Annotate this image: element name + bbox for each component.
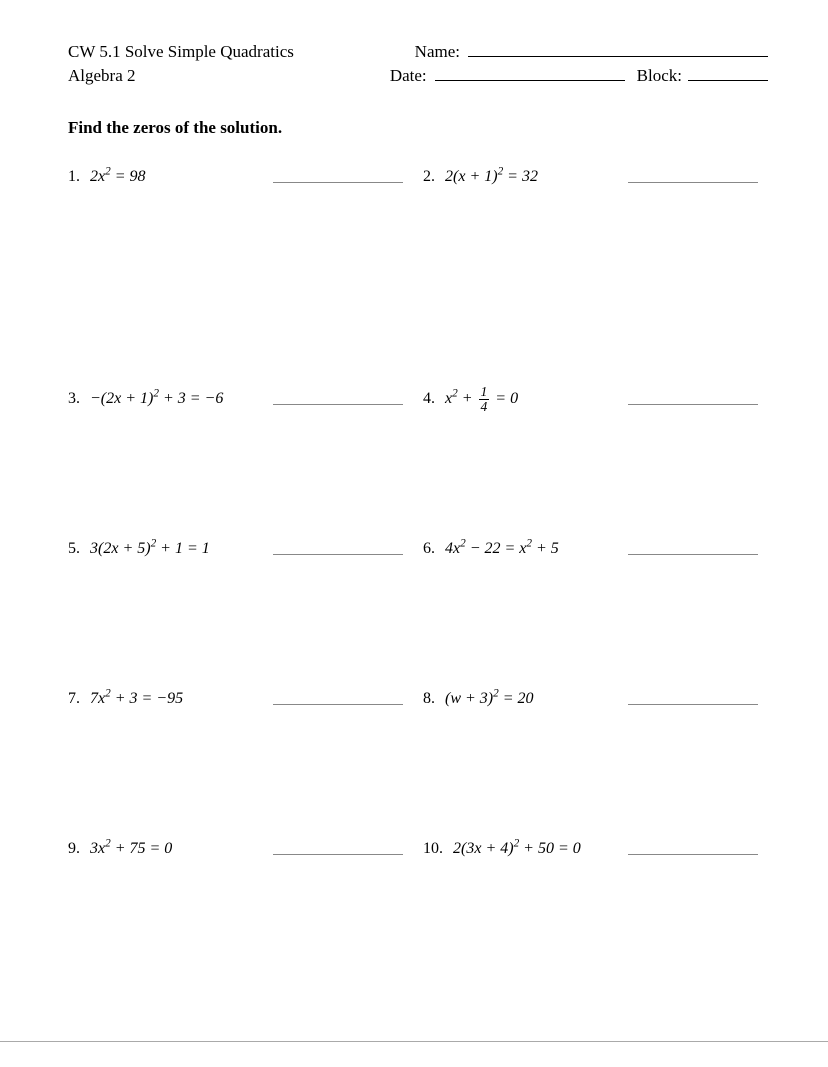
problem-number: 1. (68, 168, 80, 186)
block-blank[interactable] (688, 67, 768, 81)
problem-equation: 3(2x + 5)2 + 1 = 1 (90, 540, 210, 558)
problem-number: 7. (68, 690, 80, 708)
problems-grid: 1. 2x2 = 98 2. 2(x + 1)2 = 32 3. −(2x + … (68, 168, 768, 924)
problem-equation: x2 + 14 = 0 (445, 385, 518, 413)
instruction-text: Find the zeros of the solution. (68, 118, 768, 138)
problem-equation: 2x2 = 98 (90, 168, 146, 186)
problem-5: 5. 3(2x + 5)2 + 1 = 1 (68, 474, 413, 624)
answer-blank[interactable] (628, 693, 758, 705)
answer-blank[interactable] (628, 543, 758, 555)
problem-1: 1. 2x2 = 98 (68, 168, 413, 228)
worksheet-subheader: Algebra 2 Date: Block: (68, 66, 768, 86)
problem-6: 6. 4x2 − 22 = x2 + 5 (423, 474, 768, 624)
answer-blank[interactable] (273, 543, 403, 555)
answer-blank[interactable] (273, 693, 403, 705)
problem-equation: 2(x + 1)2 = 32 (445, 168, 538, 186)
problem-number: 2. (423, 168, 435, 186)
problem-number: 4. (423, 390, 435, 408)
date-block-fields: Date: Block: (390, 66, 768, 86)
date-blank[interactable] (435, 67, 625, 81)
problem-10: 10. 2(3x + 4)2 + 50 = 0 (423, 774, 768, 924)
problem-number: 8. (423, 690, 435, 708)
block-label: Block: (637, 66, 682, 86)
problem-2: 2. 2(x + 1)2 = 32 (423, 168, 768, 228)
problem-number: 9. (68, 840, 80, 858)
problem-equation: 3x2 + 75 = 0 (90, 840, 172, 858)
problem-equation: 2(3x + 4)2 + 50 = 0 (453, 840, 581, 858)
answer-blank[interactable] (273, 843, 403, 855)
answer-blank[interactable] (273, 171, 403, 183)
answer-blank[interactable] (628, 843, 758, 855)
answer-blank[interactable] (628, 171, 758, 183)
worksheet-header: CW 5.1 Solve Simple Quadratics Name: (68, 42, 768, 62)
problem-7: 7. 7x2 + 3 = −95 (68, 624, 413, 774)
worksheet-title: CW 5.1 Solve Simple Quadratics (68, 42, 294, 62)
problem-4: 4. x2 + 14 = 0 (423, 324, 768, 474)
problem-equation: −(2x + 1)2 + 3 = −6 (90, 390, 223, 408)
name-label: Name: (415, 42, 460, 62)
footer-divider (0, 1041, 828, 1042)
problem-number: 6. (423, 540, 435, 558)
worksheet-subtitle: Algebra 2 (68, 66, 136, 86)
problem-number: 5. (68, 540, 80, 558)
date-label: Date: (390, 66, 427, 86)
problem-number: 10. (423, 840, 443, 858)
problem-9: 9. 3x2 + 75 = 0 (68, 774, 413, 924)
problem-8: 8. (w + 3)2 = 20 (423, 624, 768, 774)
answer-blank[interactable] (273, 393, 403, 405)
name-field: Name: (415, 42, 768, 62)
problem-equation: 7x2 + 3 = −95 (90, 690, 183, 708)
problem-3: 3. −(2x + 1)2 + 3 = −6 (68, 324, 413, 474)
problem-equation: (w + 3)2 = 20 (445, 690, 534, 708)
problem-equation: 4x2 − 22 = x2 + 5 (445, 540, 559, 558)
answer-blank[interactable] (628, 393, 758, 405)
problem-number: 3. (68, 390, 80, 408)
name-blank[interactable] (468, 43, 768, 57)
